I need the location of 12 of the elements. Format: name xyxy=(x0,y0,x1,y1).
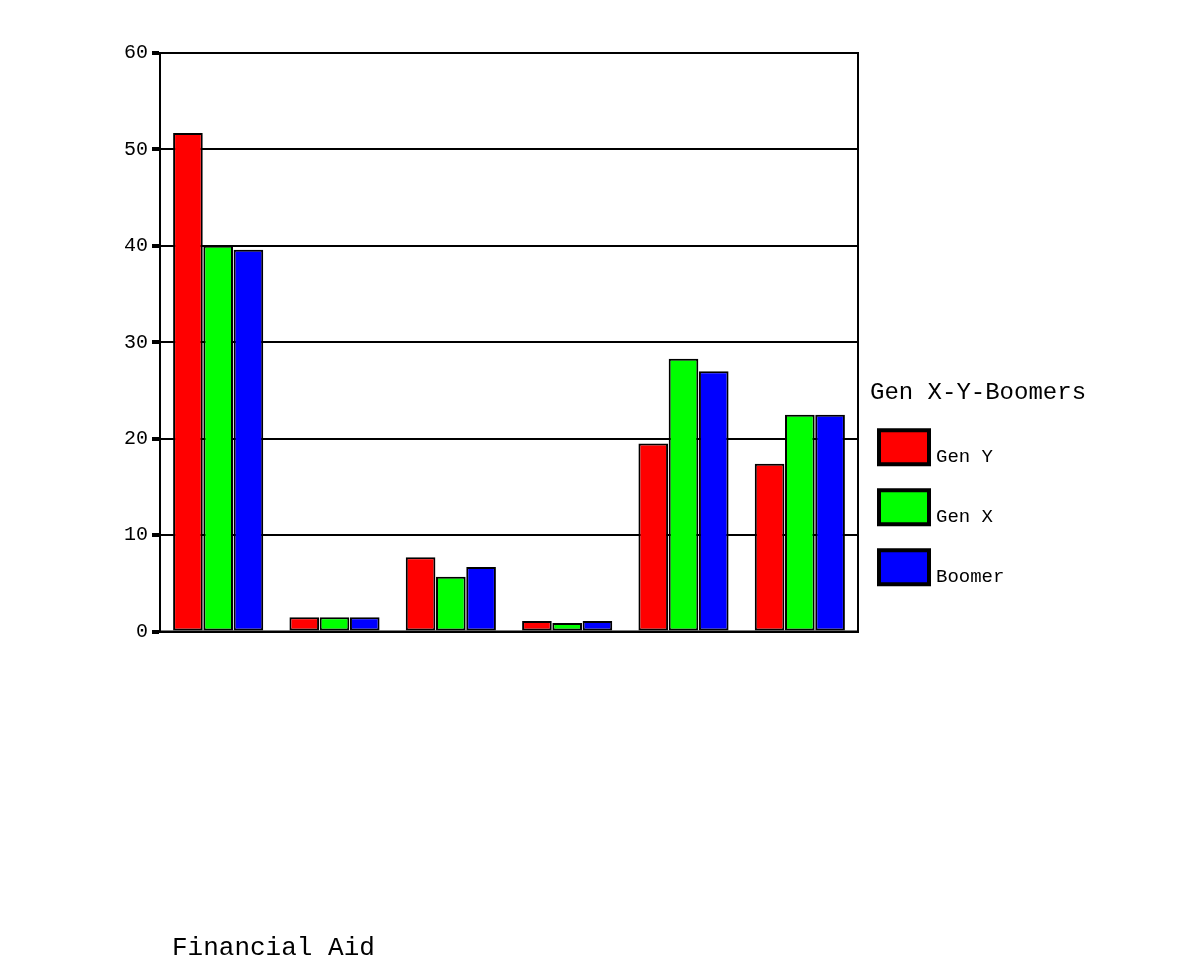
legend-title: Gen X-Y-Boomers xyxy=(870,379,1087,407)
y-tick-label: 10 xyxy=(123,523,148,547)
legend-label: Gen X xyxy=(936,506,994,529)
text: Financial Aid xyxy=(172,933,375,963)
y-tick-label: 30 xyxy=(123,330,148,354)
y-tick-label: 0 xyxy=(135,619,148,643)
legend-label: Boomer xyxy=(936,566,1005,589)
y-tick-label: 60 xyxy=(123,41,148,65)
legend-label: Gen Y xyxy=(936,446,994,469)
y-tick-label: 20 xyxy=(123,427,148,451)
y-tick-label: 50 xyxy=(123,137,148,161)
y-tick-label: 40 xyxy=(123,234,148,258)
